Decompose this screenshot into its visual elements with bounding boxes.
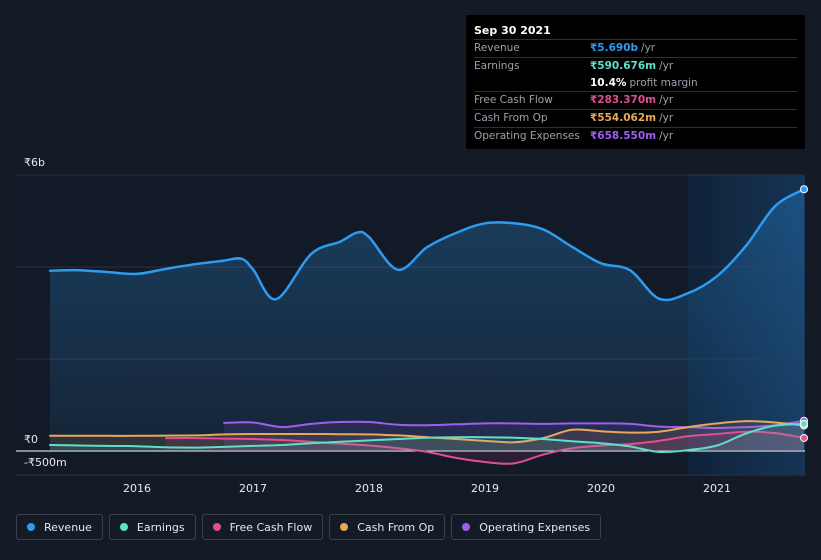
legend-item-operating-expenses[interactable]: Operating Expenses bbox=[451, 514, 602, 540]
tooltip-row-label: Free Cash Flow bbox=[474, 94, 553, 107]
x-tick-label: 2017 bbox=[239, 482, 267, 495]
legend-dot-icon bbox=[462, 523, 471, 531]
tooltip-row-unit: /yr bbox=[641, 42, 656, 54]
y-tick-label: ₹0 bbox=[24, 433, 38, 446]
legend-item-cash-from-op[interactable]: Cash From Op bbox=[329, 514, 446, 540]
legend-label: Cash From Op bbox=[357, 520, 435, 534]
series-line-earnings bbox=[49, 422, 805, 454]
series-area-cash-from-op bbox=[50, 421, 804, 451]
tooltip-row-unit: /yr bbox=[659, 129, 674, 142]
tooltip-row-unit: profit margin bbox=[629, 76, 698, 89]
tooltip-row: Operating Expenses ₹658.550m/yr bbox=[474, 126, 797, 145]
series-end-point-earnings bbox=[800, 419, 808, 428]
tooltip-row-unit: /yr bbox=[659, 59, 674, 72]
tooltip-row: Free Cash Flow ₹283.370m/yr bbox=[474, 91, 797, 109]
series-area-operating-expenses bbox=[224, 420, 804, 451]
series-end-point-revenue bbox=[800, 185, 808, 194]
tooltip-row: Revenue ₹5.690b/yr bbox=[474, 39, 797, 57]
y-tick-label: -₹500m bbox=[24, 456, 67, 469]
tooltip-row-label bbox=[474, 75, 590, 92]
x-tick-label: 2021 bbox=[703, 482, 731, 495]
tooltip-row-value: ₹5.690b bbox=[590, 42, 639, 54]
tooltip-row-value: ₹283.370m bbox=[590, 94, 657, 107]
legend-dot-icon bbox=[212, 523, 221, 531]
tooltip-row: Earnings ₹590.676m/yr bbox=[474, 56, 797, 75]
legend-item-earnings[interactable]: Earnings bbox=[108, 514, 196, 540]
tooltip-row-unit: /yr bbox=[659, 112, 674, 125]
legend-dot-icon bbox=[340, 523, 349, 531]
legend-dot-icon bbox=[27, 523, 35, 531]
tooltip-row-label: Revenue bbox=[474, 42, 520, 54]
tooltip-panel: Sep 30 2021 Revenue ₹5.690b/yr Earnings ₹59… bbox=[466, 15, 805, 149]
x-tick-label: 2018 bbox=[355, 482, 383, 495]
legend-item-free-cash-flow[interactable]: Free Cash Flow bbox=[201, 514, 324, 540]
tooltip-row: Cash From Op ₹554.062m/yr bbox=[474, 109, 797, 127]
legend-item-revenue[interactable]: Revenue bbox=[16, 514, 103, 540]
series-line-free-cash-flow bbox=[165, 430, 805, 465]
tooltip-date: Sep 30 2021 bbox=[474, 24, 551, 37]
legend-label: Revenue bbox=[44, 520, 92, 534]
x-tick-label: 2019 bbox=[471, 482, 499, 495]
y-tick-label: ₹6b bbox=[24, 156, 45, 169]
tooltip-row-label: Operating Expenses bbox=[474, 129, 580, 142]
tooltip-row-value: ₹554.062m bbox=[590, 112, 657, 125]
series-line-operating-expenses bbox=[223, 419, 805, 430]
legend-dot-icon bbox=[119, 523, 128, 531]
tooltip-row-value: 10.4% bbox=[590, 76, 627, 89]
series-end-point-free-cash-flow bbox=[800, 433, 808, 442]
tooltip-row: 10.4% profit margin bbox=[474, 75, 797, 92]
series-line-revenue bbox=[48, 188, 806, 302]
legend-label: Operating Expenses bbox=[479, 520, 591, 534]
tooltip-row-unit: /yr bbox=[659, 94, 674, 107]
series-area-revenue bbox=[50, 189, 804, 452]
x-tick-label: 2016 bbox=[123, 482, 151, 495]
legend-label: Free Cash Flow bbox=[229, 520, 313, 534]
tooltip-row-label: Cash From Op bbox=[474, 112, 548, 125]
legend-label: Earnings bbox=[136, 520, 185, 534]
tooltip-row-value: ₹590.676m bbox=[590, 59, 657, 72]
tooltip-row-value: ₹658.550m bbox=[590, 129, 657, 142]
chart-plot-area: ₹6b ₹0 -₹500m 2016 2017 2018 2019 2020 2021 bbox=[16, 156, 808, 495]
x-tick-label: 2020 bbox=[587, 482, 615, 495]
chart-legend: Revenue Earnings Free Cash Flow Cash From O… bbox=[16, 514, 607, 542]
tooltip-row-label: Earnings bbox=[474, 59, 520, 72]
